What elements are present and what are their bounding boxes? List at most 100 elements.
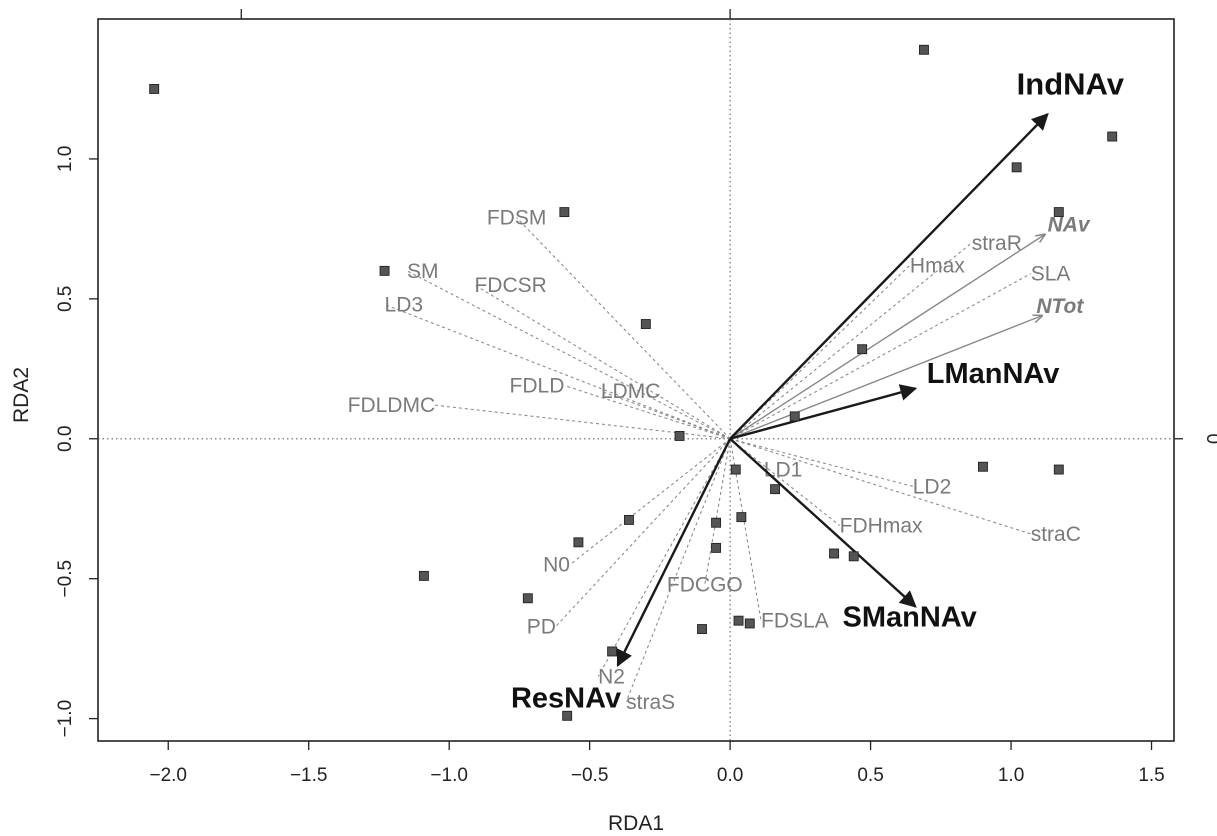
- supplementary-vector: [474, 284, 731, 440]
- supplementary-vector-label: FDLDMC: [348, 394, 436, 417]
- supplementary-vector: [569, 438, 731, 566]
- site-point: [640, 319, 651, 329]
- site-point: [848, 551, 859, 562]
- site-point: [829, 548, 840, 559]
- supplementary-vector-label: FDCSR: [474, 274, 546, 297]
- site-point: [573, 537, 584, 548]
- passive-arrows: [729, 234, 1045, 440]
- site-point: [711, 542, 722, 553]
- site-point: [379, 265, 390, 276]
- supplementary-vector: [555, 438, 731, 627]
- site-point: [744, 618, 755, 629]
- x-axis: −2.0 −1.5 −1.0 −0.5 0.0 0.5 1.0 1.5: [149, 741, 1165, 786]
- supplementary-vector-label: FDLD: [510, 375, 565, 398]
- x-tick-label: 1.5: [1138, 765, 1164, 786]
- response-arrow-label: IndNAv: [1017, 67, 1125, 102]
- supplementary-vector-label: N0: [543, 554, 570, 577]
- response-arrow: [729, 437, 917, 608]
- y-tick-label: 1.0: [55, 146, 76, 172]
- x-tick-label: −0.5: [571, 765, 609, 786]
- supplementary-vector-label: FDSLA: [761, 610, 829, 633]
- site-point: [149, 84, 160, 94]
- supplementary-vector-label: LD3: [385, 293, 424, 316]
- passive-arrow-label: NAv: [1048, 214, 1091, 237]
- site-point: [978, 461, 988, 472]
- supplementary-vector: [729, 273, 1031, 440]
- supplementary-vector-label: FDSM: [487, 207, 547, 230]
- zero-reference-lines: [98, 19, 1174, 741]
- top-axis: [240, 9, 731, 19]
- response-arrow-label: LManNAv: [927, 358, 1060, 390]
- supplementary-vector-label: PD: [527, 615, 556, 638]
- supplementary-vector-label: Hmax: [910, 254, 965, 277]
- supplementary-vector: [516, 217, 731, 440]
- supplementary-vector-label: LD2: [913, 475, 952, 498]
- y-tick-label: −1.0: [55, 700, 76, 738]
- x-tick-label: −1.5: [290, 765, 328, 786]
- supplementary-vector: [729, 438, 841, 526]
- site-point: [559, 207, 570, 218]
- supplementary-vector: [600, 390, 731, 440]
- supplementary-vector: [625, 438, 731, 703]
- site-point: [1107, 131, 1118, 142]
- site-point: [674, 431, 685, 441]
- site-point: [624, 514, 634, 525]
- arrow-labels: NAv NTot IndNAv LManNAv SManNAv ResNAv: [511, 67, 1125, 715]
- site-point: [730, 464, 741, 475]
- site-point: [697, 624, 707, 635]
- supplementary-vector: [406, 270, 731, 440]
- site-points: [149, 44, 1118, 721]
- x-tick-label: −1.0: [430, 765, 468, 786]
- right-tick-label: 0: [1202, 433, 1217, 444]
- supplementary-vector: [729, 438, 913, 487]
- supplementary-vector-label: straS: [626, 691, 675, 714]
- response-arrow-label: SManNAv: [842, 601, 976, 633]
- site-point: [1053, 207, 1064, 218]
- site-point: [733, 615, 744, 626]
- supplementary-vector-label: LDMC: [601, 380, 661, 403]
- passive-arrow: [729, 234, 1045, 440]
- supplementary-vectors: FDSM SM FDCSR LD3 FDLD LDMC FDLDMC straR Hmax SLA…: [348, 207, 1081, 714]
- supplementary-vector: [435, 404, 731, 440]
- passive-arrow-label: NTot: [1036, 295, 1084, 318]
- site-point: [418, 570, 429, 581]
- site-point: [770, 484, 781, 495]
- site-point: [711, 517, 722, 528]
- site-point: [919, 44, 929, 55]
- y-tick-label: 0.5: [55, 286, 76, 312]
- response-arrow: [616, 438, 732, 667]
- supplementary-vector-label: N2: [598, 666, 625, 689]
- passive-arrow: [729, 316, 1042, 440]
- supplementary-vector-label: straR: [972, 232, 1022, 255]
- response-arrow-label: ResNAv: [511, 682, 621, 714]
- response-arrow: [729, 112, 1049, 440]
- response-arrows: [616, 112, 1049, 667]
- x-tick-label: −2.0: [149, 765, 187, 786]
- supplementary-vector: [704, 438, 731, 585]
- site-point: [1053, 464, 1064, 475]
- supplementary-vector-label: SLA: [1031, 263, 1071, 286]
- supplementary-vector-label: straC: [1031, 523, 1081, 546]
- y-tick-label: −0.5: [55, 560, 76, 598]
- site-point: [857, 344, 868, 355]
- site-point: [789, 411, 800, 422]
- site-point: [607, 646, 618, 657]
- site-point: [736, 512, 747, 523]
- supplementary-vector: [597, 438, 731, 677]
- site-point: [562, 710, 573, 721]
- x-tick-label: 1.0: [998, 765, 1024, 786]
- supplementary-vector: [729, 438, 1031, 535]
- x-tick-label: 0.0: [717, 765, 743, 786]
- x-tick-label: 0.5: [857, 765, 883, 786]
- supplementary-vector-label: LD1: [764, 459, 803, 482]
- supplementary-vector-label: FDHmax: [840, 515, 923, 538]
- supplementary-vector: [384, 303, 731, 440]
- site-point: [1011, 162, 1022, 173]
- plot-frame: [97, 18, 1175, 742]
- supplementary-vector: [564, 385, 731, 440]
- y-axis: −1.0 −0.5 0.0 0.5 1.0: [55, 146, 98, 738]
- supplementary-vector-label: SM: [407, 260, 439, 283]
- site-point: [522, 593, 533, 604]
- y-tick-label: 0.0: [55, 426, 76, 452]
